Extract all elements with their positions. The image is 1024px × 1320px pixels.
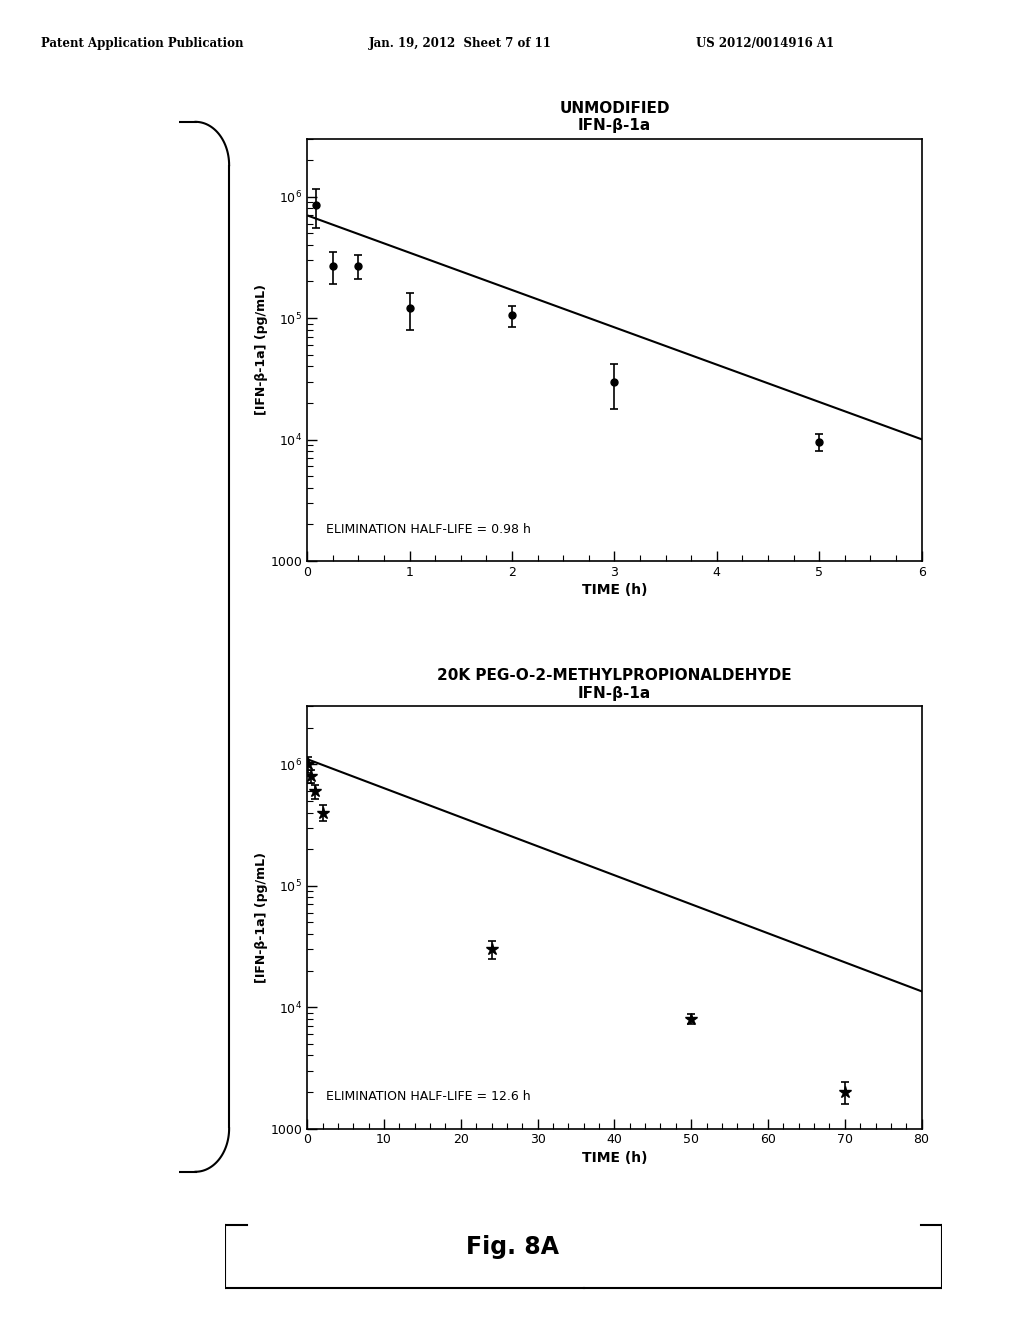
Y-axis label: [IFN-β-1a] (pg/mL): [IFN-β-1a] (pg/mL) bbox=[255, 284, 267, 416]
Text: ELIMINATION HALF-LIFE = 0.98 h: ELIMINATION HALF-LIFE = 0.98 h bbox=[326, 523, 530, 536]
Text: Fig. 8A: Fig. 8A bbox=[466, 1236, 558, 1259]
Text: US 2012/0014916 A1: US 2012/0014916 A1 bbox=[696, 37, 835, 50]
X-axis label: TIME (h): TIME (h) bbox=[582, 1151, 647, 1164]
Text: ELIMINATION HALF-LIFE = 12.6 h: ELIMINATION HALF-LIFE = 12.6 h bbox=[326, 1090, 530, 1104]
X-axis label: TIME (h): TIME (h) bbox=[582, 583, 647, 597]
Text: Jan. 19, 2012  Sheet 7 of 11: Jan. 19, 2012 Sheet 7 of 11 bbox=[369, 37, 552, 50]
Title: UNMODIFIED
IFN-β-1a: UNMODIFIED IFN-β-1a bbox=[559, 100, 670, 133]
Text: Patent Application Publication: Patent Application Publication bbox=[41, 37, 244, 50]
Y-axis label: [IFN-β-1a] (pg/mL): [IFN-β-1a] (pg/mL) bbox=[255, 851, 267, 983]
Title: 20K PEG-O-2-METHYLPROPIONALDEHYDE
IFN-β-1a: 20K PEG-O-2-METHYLPROPIONALDEHYDE IFN-β-… bbox=[437, 668, 792, 701]
